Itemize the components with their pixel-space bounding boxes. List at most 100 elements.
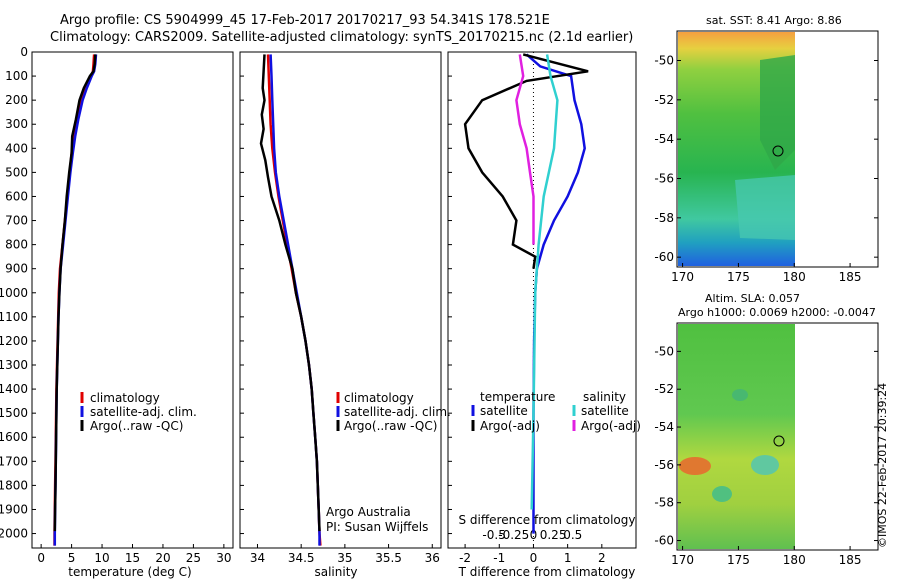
temperature-legend: climatology satellite-adj. clim. Argo(..… <box>80 391 197 433</box>
figure-title-line2: Climatology: CARS2009. Satellite-adjuste… <box>50 30 634 45</box>
depth-tick-label: 700 <box>5 214 28 228</box>
x-tick-label: 25 <box>186 551 201 565</box>
map-y-tick-label: -54 <box>654 132 674 146</box>
sla-low-anomaly <box>712 486 732 502</box>
x2-tick-label: 0.5 <box>563 528 582 542</box>
s-difference-axis-label: S difference from climatology <box>459 513 636 527</box>
x-tick-label: 2 <box>598 551 606 565</box>
series-line-argo-raw-qc- <box>53 54 97 532</box>
legend-label-s-satellite: satellite <box>581 404 629 418</box>
map-y-tick-label: -50 <box>654 54 674 68</box>
x-tick-label: 0 <box>530 551 538 565</box>
map-y-tick-label: -52 <box>654 382 674 396</box>
salinity-series <box>259 54 322 546</box>
sla-map-subtitle: Argo h1000: 0.0069 h2000: -0.0047 <box>678 306 876 319</box>
depth-tick-label: 1900 <box>0 502 28 516</box>
legend-label-satellite: satellite-adj. clim. <box>90 405 197 419</box>
depth-tick-label: 1300 <box>0 358 28 372</box>
sla-low-anomaly <box>751 455 779 475</box>
legend-label-climatology: climatology <box>344 391 414 405</box>
map-x-tick-label: 185 <box>839 553 862 567</box>
legend-label-argo: Argo(..raw -QC) <box>344 419 437 433</box>
difference-plot-frame <box>447 51 637 549</box>
sst-warm-anomaly <box>760 55 795 170</box>
map-y-tick-label: -54 <box>654 420 674 434</box>
temperature-series <box>53 54 98 546</box>
x-tick-label: -2 <box>459 551 471 565</box>
sst-map-title: sat. SST: 8.41 Argo: 8.86 <box>706 14 842 27</box>
x-tick-label: 5 <box>68 551 76 565</box>
map-y-tick-label: -60 <box>654 534 674 548</box>
depth-tick-label: 1800 <box>0 478 28 492</box>
depth-tick-label: 100 <box>5 69 28 83</box>
depth-tick-label: 400 <box>5 141 28 155</box>
sla-map: 170 175 180 185 -50 -52 -54 -56 -58 -60 <box>654 322 879 567</box>
map-y-tick-label: -58 <box>654 496 674 510</box>
depth-tick-label: 1400 <box>0 382 28 396</box>
x-tick-label: 20 <box>155 551 170 565</box>
salinity-legend: climatology satellite-adj. clim. Argo(..… <box>336 391 451 433</box>
depth-tick-label: 1600 <box>0 430 28 444</box>
legend-label-t-argo: Argo(-adj) <box>480 419 540 433</box>
sst-map-axes: 170 175 180 185 -50 -52 -54 -56 -58 -60 <box>654 54 878 284</box>
x-tick-label: 30 <box>216 551 231 565</box>
x2-tick-label: -0.5 <box>482 528 505 542</box>
depth-tick-label: 1100 <box>0 310 28 324</box>
legend-label-climatology: climatology <box>90 391 160 405</box>
x-tick-label: 0 <box>37 551 45 565</box>
series-line-argo-raw-qc- <box>259 54 321 532</box>
depth-tick-label: 1700 <box>0 454 28 468</box>
map-y-tick-label: -52 <box>654 93 674 107</box>
legend-label-t-satellite: satellite <box>480 404 528 418</box>
difference-series <box>463 53 589 534</box>
x2-tick-label: -0.25 <box>498 528 529 542</box>
x-tick-label: 34 <box>250 551 265 565</box>
x-tick-label: 35.5 <box>375 551 402 565</box>
depth-tick-label: 600 <box>5 189 28 203</box>
depth-tick-label: 1000 <box>0 286 28 300</box>
x2-tick-label: 0 <box>530 528 538 542</box>
map-y-tick-label: -60 <box>654 250 674 264</box>
series-line-satellite-adj-clim- <box>269 54 321 546</box>
salinity-axis-label: salinity <box>314 565 357 579</box>
depth-tick-label: 800 <box>5 238 28 252</box>
series-line-salinity-satellite <box>530 54 559 510</box>
temperature-plot-frame <box>31 51 234 549</box>
depth-axis: 0 100 200 300 400 500 600 700 800 900 1000 1100 1200… <box>0 45 452 541</box>
t-difference-axis-label: T difference from climatology <box>458 565 636 579</box>
series-line-temperature-argo-adj- <box>463 53 589 269</box>
argo-location-marker <box>772 145 784 157</box>
map-x-tick-label: 170 <box>671 553 694 567</box>
sla-map-title: Altim. SLA: 0.057 <box>705 292 801 305</box>
sla-map-axes: 170 175 180 185 -50 -52 -54 -56 -58 -60 <box>654 344 878 567</box>
temperature-axis-label: temperature (deg C) <box>68 565 191 579</box>
map-y-tick-label: -50 <box>654 344 674 358</box>
sst-map: 170 175 180 185 -50 -52 -54 -56 -58 -60 <box>654 30 879 284</box>
x-tick-label: 34.5 <box>288 551 315 565</box>
map-x-tick-label: 185 <box>839 270 862 284</box>
map-x-tick-label: 175 <box>727 270 750 284</box>
difference-legend: temperature salinity satellite Argo(-adj… <box>471 390 641 433</box>
depth-tick-label: 300 <box>5 117 28 131</box>
map-x-tick-label: 180 <box>783 270 806 284</box>
depth-tick-label: 1500 <box>0 406 28 420</box>
map-x-tick-label: 180 <box>783 553 806 567</box>
salinity-x-axis: 34 34.5 35 35.5 36 <box>250 544 440 565</box>
temperature-x-axis: 0 5 10 15 20 25 30 <box>37 544 232 565</box>
depth-tick-label: 1200 <box>0 334 28 348</box>
legend-header-temperature: temperature <box>480 390 555 404</box>
sla-field <box>678 324 795 549</box>
map-y-tick-label: -58 <box>654 211 674 225</box>
x-tick-label: 35 <box>337 551 352 565</box>
x-tick-label: 15 <box>125 551 140 565</box>
depth-tick-label: 900 <box>5 262 28 276</box>
x2-tick-label: 0.25 <box>540 528 567 542</box>
argo-australia-note: Argo Australia <box>326 505 411 519</box>
salinity-plot-frame <box>239 51 442 549</box>
x-tick-label: 10 <box>94 551 109 565</box>
map-x-tick-label: 170 <box>671 270 694 284</box>
x-tick-label: 36 <box>425 551 440 565</box>
x-tick-label: 1 <box>564 551 572 565</box>
depth-tick-label: 0 <box>20 45 28 59</box>
